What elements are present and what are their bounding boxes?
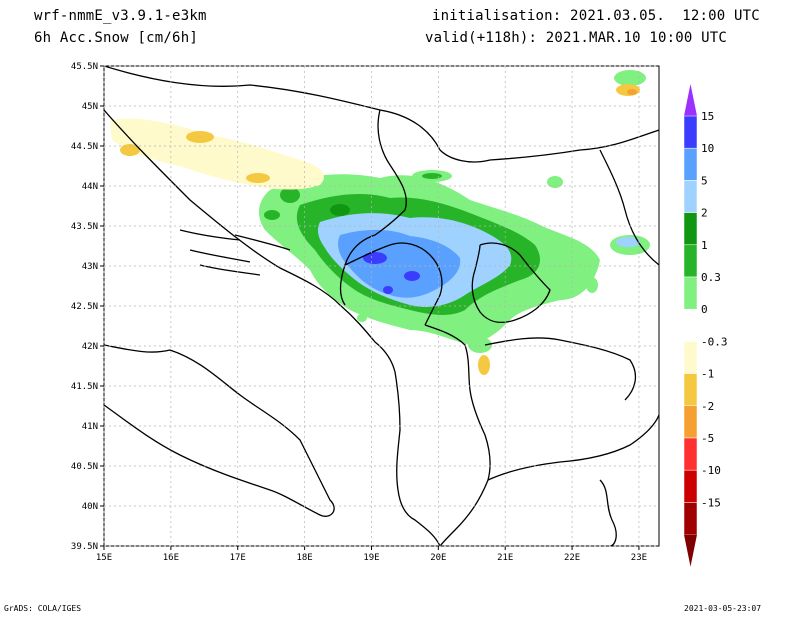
- colour-legend: 15 10 5 2 1 0.3 0 -0.3 -1 -2 -5 -10 -15: [683, 84, 728, 567]
- lat-tick-label: 44N: [82, 182, 98, 192]
- legend-swatch: [683, 405, 698, 439]
- legend-swatch: [683, 437, 698, 471]
- legend-swatch: [683, 212, 698, 246]
- border-kosovo: [471, 242, 551, 323]
- snow-patch: [330, 204, 350, 216]
- lon-tick-label: 22E: [564, 553, 580, 563]
- legend-swatch: [683, 244, 698, 278]
- negative-contour-1: [478, 355, 490, 375]
- graticule: [100, 65, 659, 550]
- legend-label: 10: [701, 142, 714, 155]
- lon-tick-label: 17E: [230, 553, 246, 563]
- legend-label: 5: [701, 174, 708, 187]
- snow-field: [110, 70, 650, 375]
- border-east: [599, 149, 659, 266]
- snow-patch: [616, 237, 640, 247]
- legend-swatch: [683, 373, 698, 407]
- legend-label: -2: [701, 400, 714, 413]
- lon-tick-label: 20E: [430, 553, 446, 563]
- lat-tick-label: 40N: [82, 502, 98, 512]
- lon-tick-label: 15E: [96, 553, 112, 563]
- snow-patch: [614, 70, 646, 86]
- border-albania: [424, 324, 491, 546]
- negative-contour-1: [246, 173, 270, 183]
- snow-patch: [586, 277, 598, 293]
- lat-tick-label: 43N: [82, 262, 98, 272]
- legend-label: -0.3: [701, 335, 728, 348]
- negative-contour-1: [186, 131, 214, 143]
- border-greece: [487, 414, 659, 481]
- lat-tick-label: 39.5N: [71, 542, 98, 552]
- negative-contour-0p3: [110, 118, 324, 190]
- snow-patch: [264, 210, 280, 220]
- lon-tick-label: 19E: [363, 553, 379, 563]
- model-label: wrf-nmmE_v3.9.1-e3km: [34, 8, 207, 24]
- lon-tick-label: 16E: [163, 553, 179, 563]
- legend-label: 1: [701, 239, 708, 252]
- legend-swatch: [683, 502, 698, 535]
- legend-label: 15: [701, 110, 714, 123]
- coastlines: [104, 66, 659, 546]
- legend-swatch: [683, 469, 698, 503]
- lon-tick-label: 21E: [497, 553, 513, 563]
- islands: [179, 229, 291, 276]
- legend-swatch: [683, 115, 698, 149]
- legend-label: -5: [701, 432, 714, 445]
- legend-label: 2: [701, 207, 708, 220]
- legend-swatch: [683, 276, 698, 310]
- negative-contour-1: [616, 84, 640, 96]
- snow-patch: [468, 337, 492, 353]
- lat-tick-label: 43.5N: [71, 222, 98, 232]
- legend-arrow-top: [684, 84, 697, 116]
- legend-swatch: [683, 341, 698, 374]
- lon-tick-label: 18E: [296, 553, 312, 563]
- border-macedonia: [484, 337, 637, 401]
- legend-label: 0: [701, 303, 708, 316]
- negative-contour-2: [627, 89, 637, 95]
- legend-label: 0.3: [701, 271, 721, 284]
- legend-label: -15: [701, 496, 721, 509]
- render-timestamp: 2021-03-05-23:07: [684, 604, 762, 613]
- legend-arrow-bottom: [684, 534, 697, 567]
- lat-tick-label: 45N: [82, 102, 98, 112]
- software-credit: GrADS: COLA/IGES: [4, 604, 82, 613]
- legend-label: -1: [701, 368, 714, 381]
- snow-patch: [547, 176, 563, 188]
- lat-tick-label: 44.5N: [71, 142, 98, 152]
- lon-tick-label: 23E: [631, 553, 647, 563]
- adriatic-coast-west: [104, 344, 335, 517]
- snow-contour-5: [338, 229, 461, 298]
- legend-swatch: [683, 180, 698, 213]
- lat-tick-label: 42N: [82, 342, 98, 352]
- valid-time-label: valid(+118h): 2021.MAR.10 10:00 UTC: [425, 30, 728, 46]
- snow-patch: [357, 314, 367, 322]
- negative-contour-1: [120, 144, 140, 156]
- init-time-label: initialisation: 2021.03.05. 12:00 UTC: [432, 8, 760, 24]
- lat-tick-label: 41.5N: [71, 382, 98, 392]
- snow-contour-10: [404, 271, 420, 281]
- axis-tick-labels: 15E 16E 17E 18E 19E 20E 21E 22E 23E 45.5N 45N 44.5N…: [71, 62, 647, 563]
- snow-contour-10: [363, 252, 387, 264]
- border-north: [104, 66, 659, 163]
- snow-patch: [422, 173, 442, 179]
- lat-tick-label: 40.5N: [71, 462, 98, 472]
- legend-swatch: [683, 308, 698, 342]
- legend-label: -10: [701, 464, 721, 477]
- border-montenegro: [344, 242, 443, 326]
- snow-contour-10: [383, 286, 393, 294]
- adriatic-coast-east: [104, 109, 441, 546]
- lat-tick-label: 45.5N: [71, 62, 98, 72]
- coast-bulgaria: [599, 479, 617, 546]
- border-bosnia: [339, 109, 407, 306]
- lat-tick-label: 42.5N: [71, 302, 98, 312]
- lat-tick-label: 41N: [82, 422, 98, 432]
- variable-label: 6h Acc.Snow [cm/6h]: [34, 30, 198, 46]
- snow-patch: [280, 187, 300, 203]
- legend-swatch: [683, 147, 698, 181]
